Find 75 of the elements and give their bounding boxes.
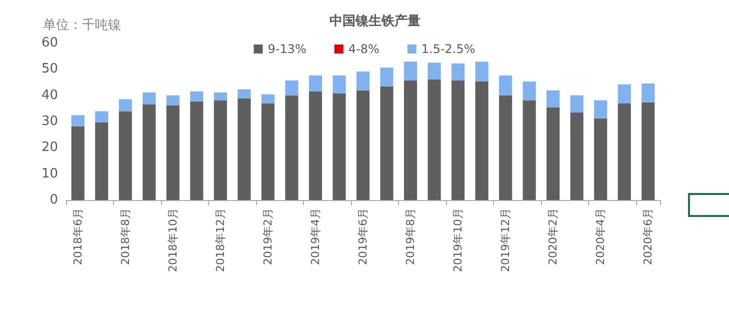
legend-label: 1.5-2.5% — [421, 42, 476, 56]
legend-label: 9-13% — [268, 42, 306, 56]
bar — [95, 122, 108, 200]
x-tick-label: 2019年12月 — [499, 208, 512, 272]
bar — [332, 94, 346, 200]
y-axis-title: 单位：千吨镍 — [43, 18, 121, 33]
y-tick-label: 60 — [41, 36, 58, 50]
bar — [118, 111, 132, 200]
x-tick-label: 2020年2月 — [546, 208, 560, 265]
bar — [261, 94, 274, 104]
bar — [166, 105, 180, 200]
bar — [190, 91, 204, 102]
bar — [475, 62, 488, 82]
bar — [642, 84, 655, 102]
y-tick-label: 20 — [41, 140, 58, 156]
x-tick-label: 2020年6月 — [642, 208, 655, 265]
bar — [594, 118, 608, 200]
bar — [452, 63, 465, 80]
bar — [452, 80, 465, 200]
bar — [404, 62, 418, 80]
bar — [522, 100, 536, 200]
bar — [618, 103, 631, 200]
x-tick-label: 2019年10月 — [452, 208, 465, 272]
bar — [214, 92, 227, 100]
bar — [142, 92, 156, 104]
bar — [214, 100, 227, 200]
bar — [522, 81, 536, 100]
bar — [308, 75, 322, 92]
bar — [190, 101, 204, 200]
y-tick-label: 30 — [41, 114, 58, 129]
x-tick-label: 2019年2月 — [261, 208, 274, 265]
y-tick-label: 50 — [41, 62, 58, 77]
bar — [380, 68, 394, 86]
bar — [71, 126, 84, 200]
bar — [380, 86, 394, 200]
bar — [261, 103, 274, 200]
bar — [166, 95, 180, 106]
x-tick-label: 2018年8月 — [118, 208, 132, 265]
bar — [428, 62, 441, 80]
bar — [499, 95, 512, 200]
x-tick-label: 2019年4月 — [308, 208, 322, 265]
bar — [546, 90, 560, 108]
bar — [308, 91, 322, 200]
x-tick-label: 2018年6月 — [71, 208, 84, 265]
x-tick-label: 2018年10月 — [166, 208, 180, 272]
bar — [546, 107, 560, 200]
bar — [404, 80, 418, 200]
bar — [71, 115, 84, 126]
bar — [356, 90, 370, 200]
x-tick-label: 2019年6月 — [356, 208, 370, 265]
bar — [238, 89, 251, 98]
bar — [570, 112, 584, 200]
bar — [285, 80, 298, 96]
y-tick-label: 0 — [50, 192, 58, 208]
bar — [238, 98, 251, 200]
legend-label: 4-8% — [348, 42, 380, 56]
y-tick-label: 10 — [41, 166, 58, 182]
bar — [475, 81, 488, 200]
bar — [356, 72, 370, 90]
bar — [499, 75, 512, 96]
chart-title: 中国镍生铁产量 — [330, 13, 420, 29]
bar — [428, 79, 441, 200]
bar — [118, 99, 132, 112]
bar — [142, 104, 156, 200]
y-tick-label: 40 — [41, 88, 58, 103]
x-tick-label: 2019年8月 — [404, 208, 418, 265]
x-tick-label: 2020年4月 — [594, 208, 608, 265]
bar — [332, 75, 346, 94]
bar — [594, 100, 608, 118]
bar — [642, 102, 655, 200]
bar — [618, 84, 631, 104]
bar — [285, 95, 298, 200]
x-tick-label: 2018年12月 — [214, 208, 227, 272]
bar — [570, 95, 584, 112]
bar — [95, 111, 108, 122]
